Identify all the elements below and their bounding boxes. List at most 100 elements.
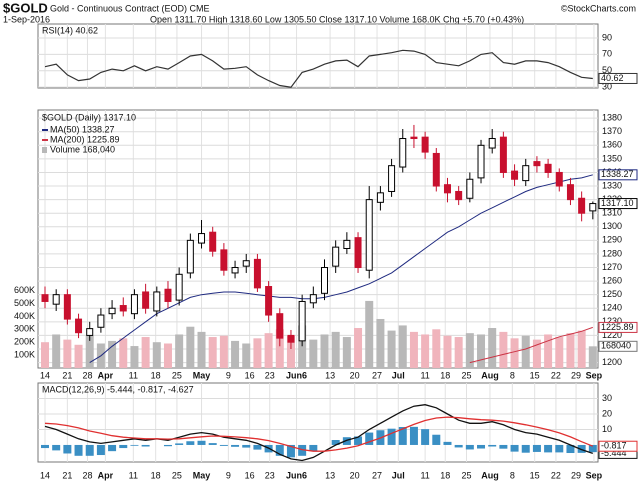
y-tick-label: 1360 — [602, 140, 622, 150]
histogram-bar — [275, 444, 284, 456]
x-tick-label: 16 — [245, 470, 255, 480]
value-tag — [598, 340, 638, 352]
histogram-bar — [119, 444, 128, 449]
histogram-bar — [409, 426, 418, 445]
x-tick-label: 11 — [129, 470, 138, 480]
y-tick-label: 30 — [602, 393, 612, 403]
value-tag — [598, 169, 638, 181]
volume-bar — [465, 333, 474, 368]
candle-body — [175, 273, 183, 301]
volume-bar — [331, 331, 340, 368]
volume-bar — [41, 342, 49, 368]
legend-label: Volume 168,040 — [50, 144, 115, 154]
volume-tick-label: 500K — [14, 298, 35, 308]
volume-bar — [63, 339, 72, 368]
panel-frame — [37, 23, 599, 89]
volume-bar — [208, 337, 217, 368]
x-tick-label: May — [193, 470, 211, 480]
candle-body — [75, 318, 83, 334]
x-tick-label: 16 — [245, 370, 255, 380]
candle-body — [388, 165, 396, 192]
candle-body — [130, 294, 138, 315]
x-tick-label: 29 — [571, 370, 581, 380]
volume-bar — [175, 334, 184, 368]
y-tick-label: 1300 — [602, 221, 622, 231]
value-tag-label: 40.62 — [601, 73, 624, 83]
x-tick-label: 28 — [82, 470, 92, 480]
histogram-bar — [219, 444, 228, 446]
x-tick-label: 9 — [226, 370, 231, 380]
volume-bar — [477, 334, 486, 368]
volume-tick-label: 100K — [14, 349, 35, 359]
histogram-bar — [74, 444, 83, 456]
candle-body — [231, 267, 239, 274]
legend-label: MA(200) 1225.89 — [50, 134, 120, 144]
candle-body — [544, 163, 552, 173]
candle-body — [220, 249, 228, 271]
x-tick-label: 25 — [172, 370, 182, 380]
candle-body — [41, 294, 49, 302]
volume-bar — [152, 342, 161, 368]
histogram-bar — [175, 443, 184, 445]
y-tick-label: 70 — [602, 49, 612, 59]
histogram-bar — [521, 444, 530, 453]
volume-bar — [577, 330, 586, 368]
y-tick-label: 1310 — [602, 208, 622, 218]
volume-bar — [130, 346, 139, 368]
x-tick-label: Aug — [481, 370, 499, 380]
candle-body — [578, 197, 586, 214]
histogram-bar — [96, 444, 105, 456]
histogram-bar — [41, 444, 49, 449]
volume-bar — [231, 340, 240, 368]
x-tick-label: 14 — [40, 470, 50, 480]
candle-body — [186, 239, 194, 274]
candle-body — [332, 246, 340, 267]
subtitle: Gold - Continuous Contract (EOD) CME — [50, 3, 210, 13]
histogram-bar — [298, 444, 307, 456]
candle-body — [309, 294, 317, 304]
volume-bar — [242, 343, 251, 368]
x-tick-label: 21 — [62, 470, 72, 480]
x-tick-label: 11 — [129, 370, 138, 380]
histogram-bar — [577, 444, 586, 453]
candle-body — [365, 199, 373, 271]
candle-body — [321, 267, 328, 294]
histogram-bar — [477, 444, 486, 449]
histogram-bar — [454, 444, 463, 448]
histogram-bar — [510, 444, 519, 452]
value-tag-label: 1338.27 — [601, 169, 634, 179]
histogram-bar — [342, 437, 351, 445]
volume-bar — [521, 335, 530, 368]
candle-body — [287, 334, 295, 343]
x-tick-label: Apr — [98, 470, 114, 480]
volume-bar — [409, 331, 418, 368]
x-tick-label: 14 — [40, 370, 50, 380]
x-tick-label: 18 — [151, 370, 161, 380]
histogram-bar — [130, 444, 139, 446]
histogram-bar — [63, 444, 72, 454]
volume-bar — [387, 330, 396, 368]
histogram-bar — [544, 444, 553, 453]
histogram-bar — [488, 444, 497, 447]
histogram-bar — [588, 444, 597, 453]
volume-bar — [376, 318, 385, 368]
histogram-bar — [398, 426, 407, 445]
histogram-bar — [421, 429, 430, 445]
panel-title: MACD(12,26,9) -5.444, -0.817, -4.627 — [42, 384, 194, 394]
histogram-bar — [309, 444, 318, 452]
x-tick-label: 11 — [420, 470, 429, 480]
volume-bar — [499, 331, 508, 368]
volume-tick-label: 200K — [14, 337, 35, 347]
histogram-bar — [387, 428, 396, 445]
y-tick-label: 90 — [602, 32, 612, 42]
legend-label: MA(50) 1338.27 — [50, 124, 115, 134]
volume-bar — [309, 339, 318, 368]
histogram-bar — [141, 444, 150, 447]
x-tick-label: 8 — [510, 470, 515, 480]
x-tick-label: 13 — [325, 370, 335, 380]
histogram-bar — [365, 432, 374, 445]
candle-body — [410, 136, 418, 140]
histogram-bar — [432, 434, 441, 445]
